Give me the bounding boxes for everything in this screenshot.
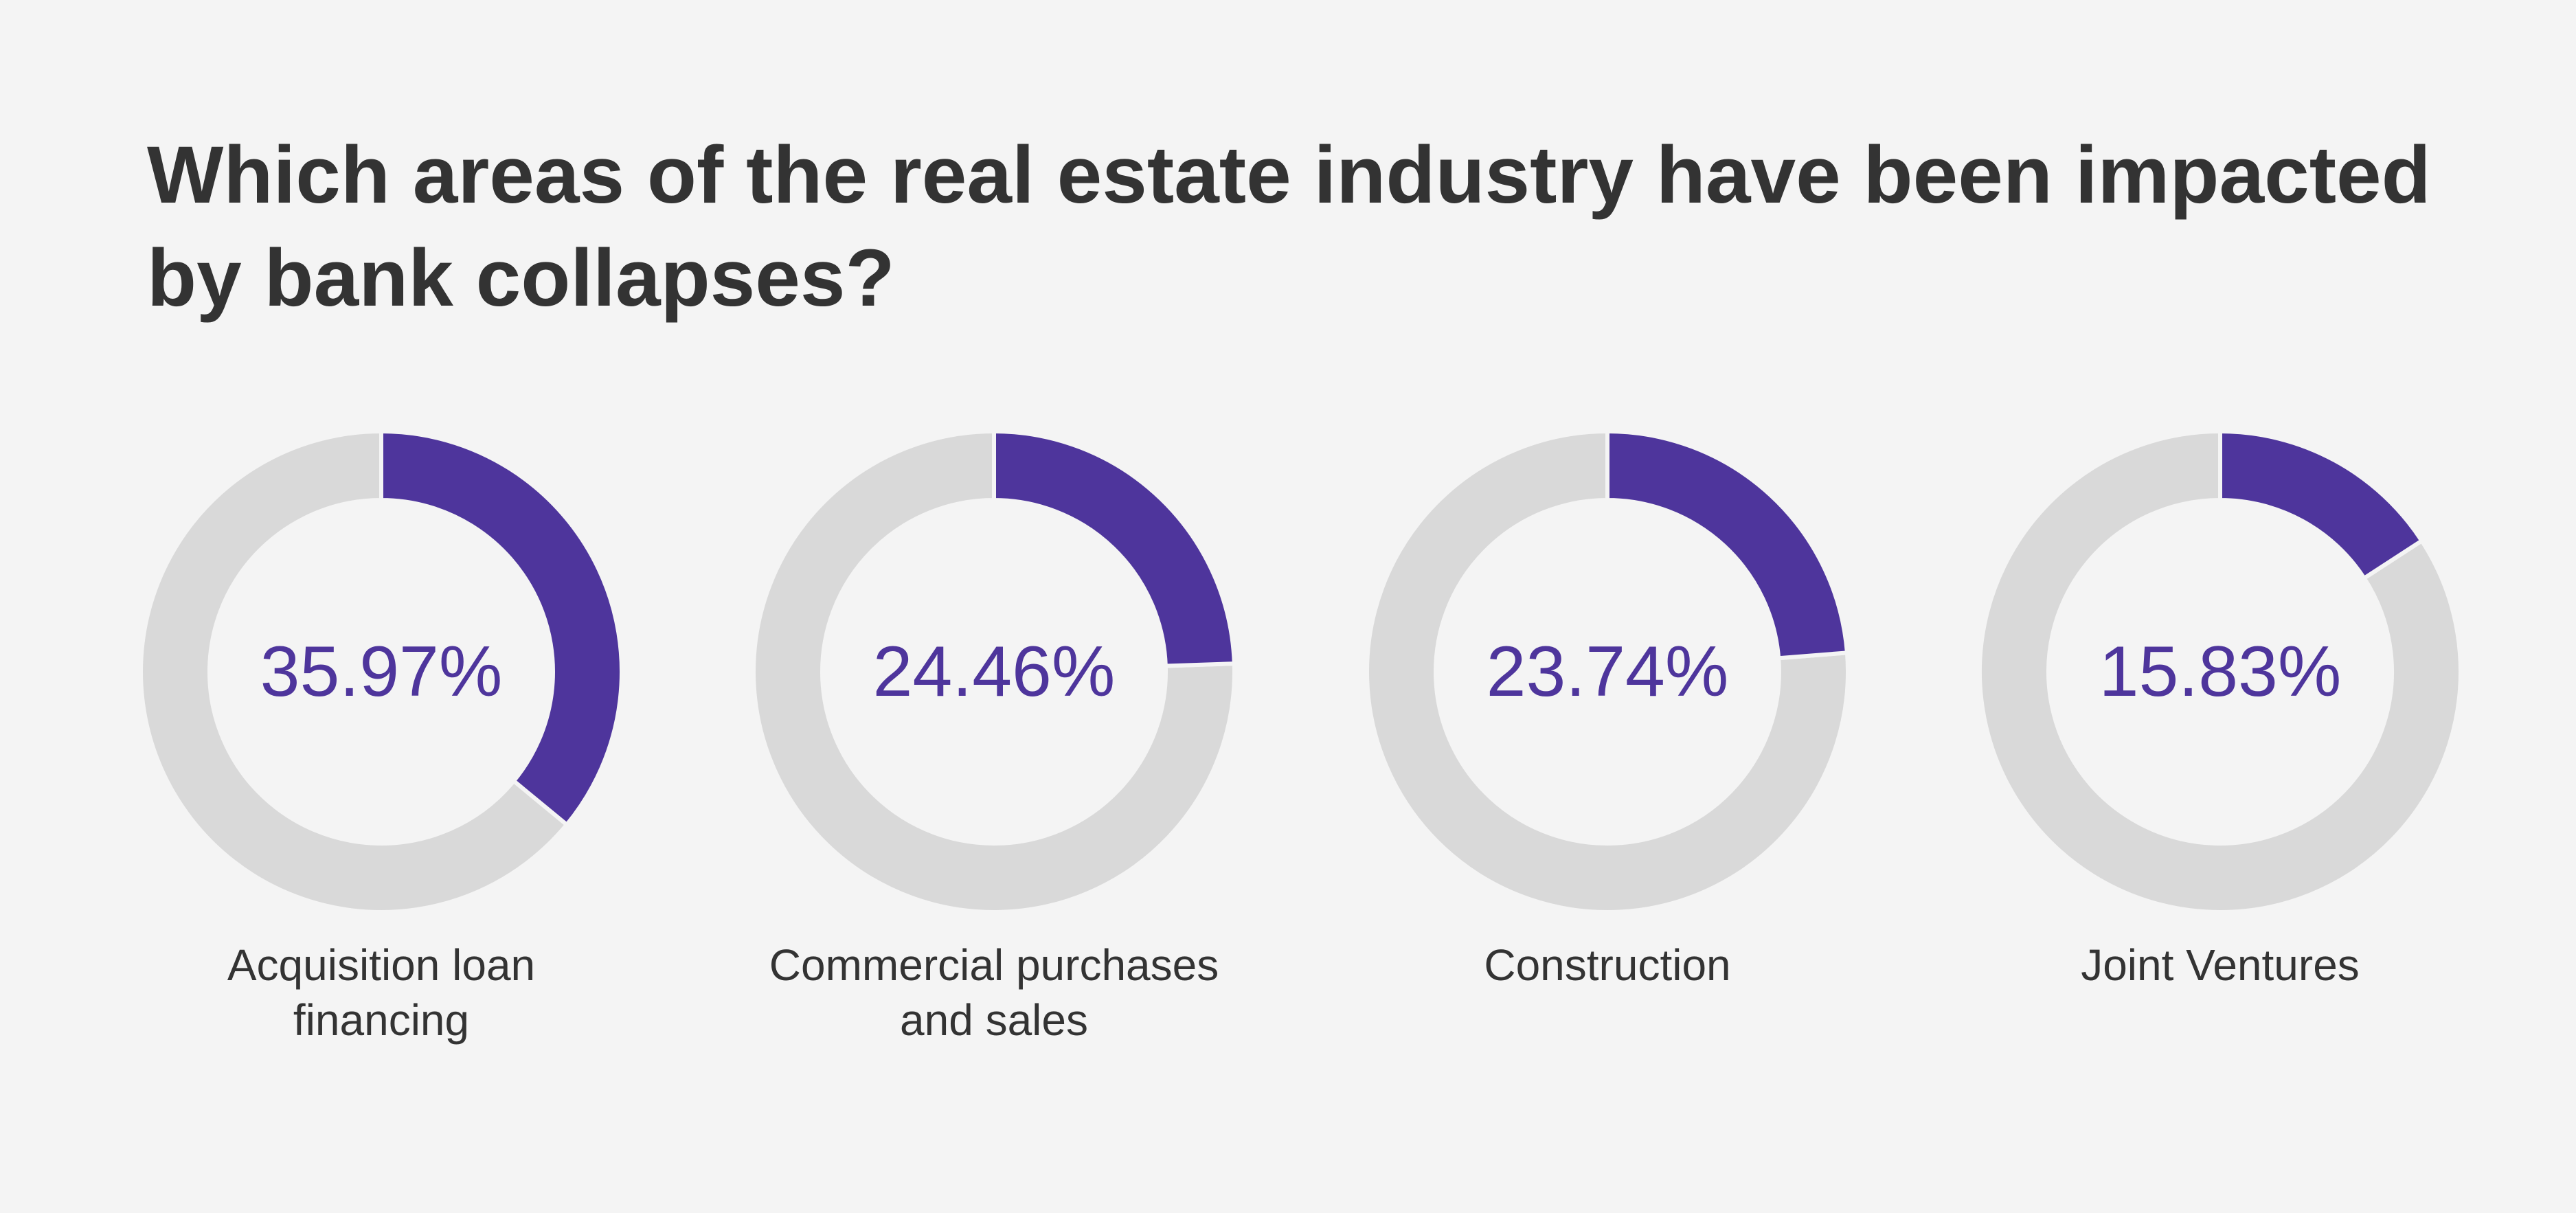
donut-chart-commercial-purchases-and-sales: 24.46% xyxy=(747,424,1241,919)
donut-value-arc xyxy=(1605,429,1850,661)
category-label-commercial-purchases-and-sales: Commercial purchases and sales xyxy=(769,940,1219,1045)
donut-chart-joint-ventures: 15.83% xyxy=(1973,424,2467,919)
category-label-construction: Construction xyxy=(1484,940,1731,990)
donut-value-arc xyxy=(379,429,624,828)
percentage-label: 35.97% xyxy=(260,632,503,712)
category-label-acquisition-loan-financing: Acquisition loan financing xyxy=(227,940,536,1045)
donut-remainder-arc xyxy=(1365,429,1850,914)
chart-title: Which areas of the real estate industry … xyxy=(147,130,2431,324)
donut-remainder-arc xyxy=(1978,429,2463,914)
donut-chart-acquisition-loan-financing: 35.97% xyxy=(134,424,629,919)
donut-svg xyxy=(139,429,624,914)
donut-svg xyxy=(752,429,1236,914)
category-label-joint-ventures: Joint Ventures xyxy=(2081,940,2360,990)
donut-chart-construction: 23.74% xyxy=(1360,424,1855,919)
donut-svg xyxy=(1978,429,2463,914)
donut-svg xyxy=(1365,429,1850,914)
percentage-label: 15.83% xyxy=(2099,632,2342,712)
percentage-label: 24.46% xyxy=(872,632,1116,712)
donut-value-arc xyxy=(2218,429,2425,581)
percentage-label: 23.74% xyxy=(1486,632,1729,712)
donut-value-arc xyxy=(992,429,1236,668)
donut-remainder-arc xyxy=(752,429,1236,914)
donut-remainder-arc xyxy=(139,429,570,914)
